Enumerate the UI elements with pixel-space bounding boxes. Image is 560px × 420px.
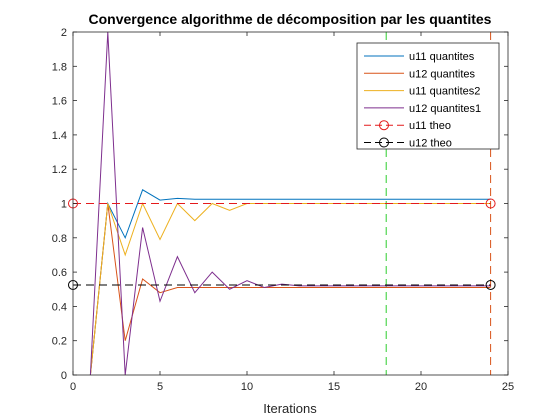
x-tick-label-4: 15 [328,381,340,393]
legend-label-6: u12 theo [409,138,452,150]
legend-label-2: u12 quantites [409,68,476,80]
y-tick-label-3: 0.4 [52,301,67,313]
series-layer [68,31,496,376]
y-tick-label-9: 1.6 [52,96,67,108]
y-tick-label-6: 1 [61,199,67,211]
legend-label-5: u11 theo [409,120,451,132]
y-tick-label-5: 0.8 [52,233,67,245]
series-line-4 [89,31,491,376]
legend: u11 quantites u12 quantites u11 quantites2… [356,42,500,150]
x-tick-label-5: 20 [415,381,427,393]
legend-marker-6 [379,137,389,148]
legend-marker-5 [379,120,389,131]
y-tick-label-2: 0.2 [52,336,67,348]
series-marker-5-2 [485,198,496,209]
x-ticks-layer: 0 5 10 15 20 25 [70,32,514,393]
y-tick-label-4: 0.6 [52,267,67,279]
y-tick-label-11: 2 [61,27,67,39]
x-tick-label-3: 10 [241,381,253,393]
series-line-1 [89,189,491,376]
y-tick-label-10: 1.8 [52,61,67,73]
legend-box [356,42,500,150]
chart-title: Convergence algorithme de décomposition … [89,11,492,27]
legend-label-4: u12 quantites1 [409,103,481,115]
legend-label-3: u11 quantites2 [409,86,480,98]
y-tick-label-7: 1.2 [52,164,67,176]
y-tick-label-1: 0 [61,370,67,382]
x-tick-label-6: 25 [502,381,514,393]
x-tick-label-1: 0 [70,381,76,393]
x-tick-label-2: 5 [157,381,163,393]
y-ticks-layer: 0 0.2 0.4 0.6 0.8 1 1.2 1.4 1.6 1.8 2 [52,27,508,382]
legend-label-1: u11 quantites [409,51,475,63]
series-line-3 [89,202,491,376]
series-marker-6-2 [485,279,496,290]
y-tick-label-8: 1.4 [52,130,67,142]
x-axis-label: Iterations [263,401,317,416]
